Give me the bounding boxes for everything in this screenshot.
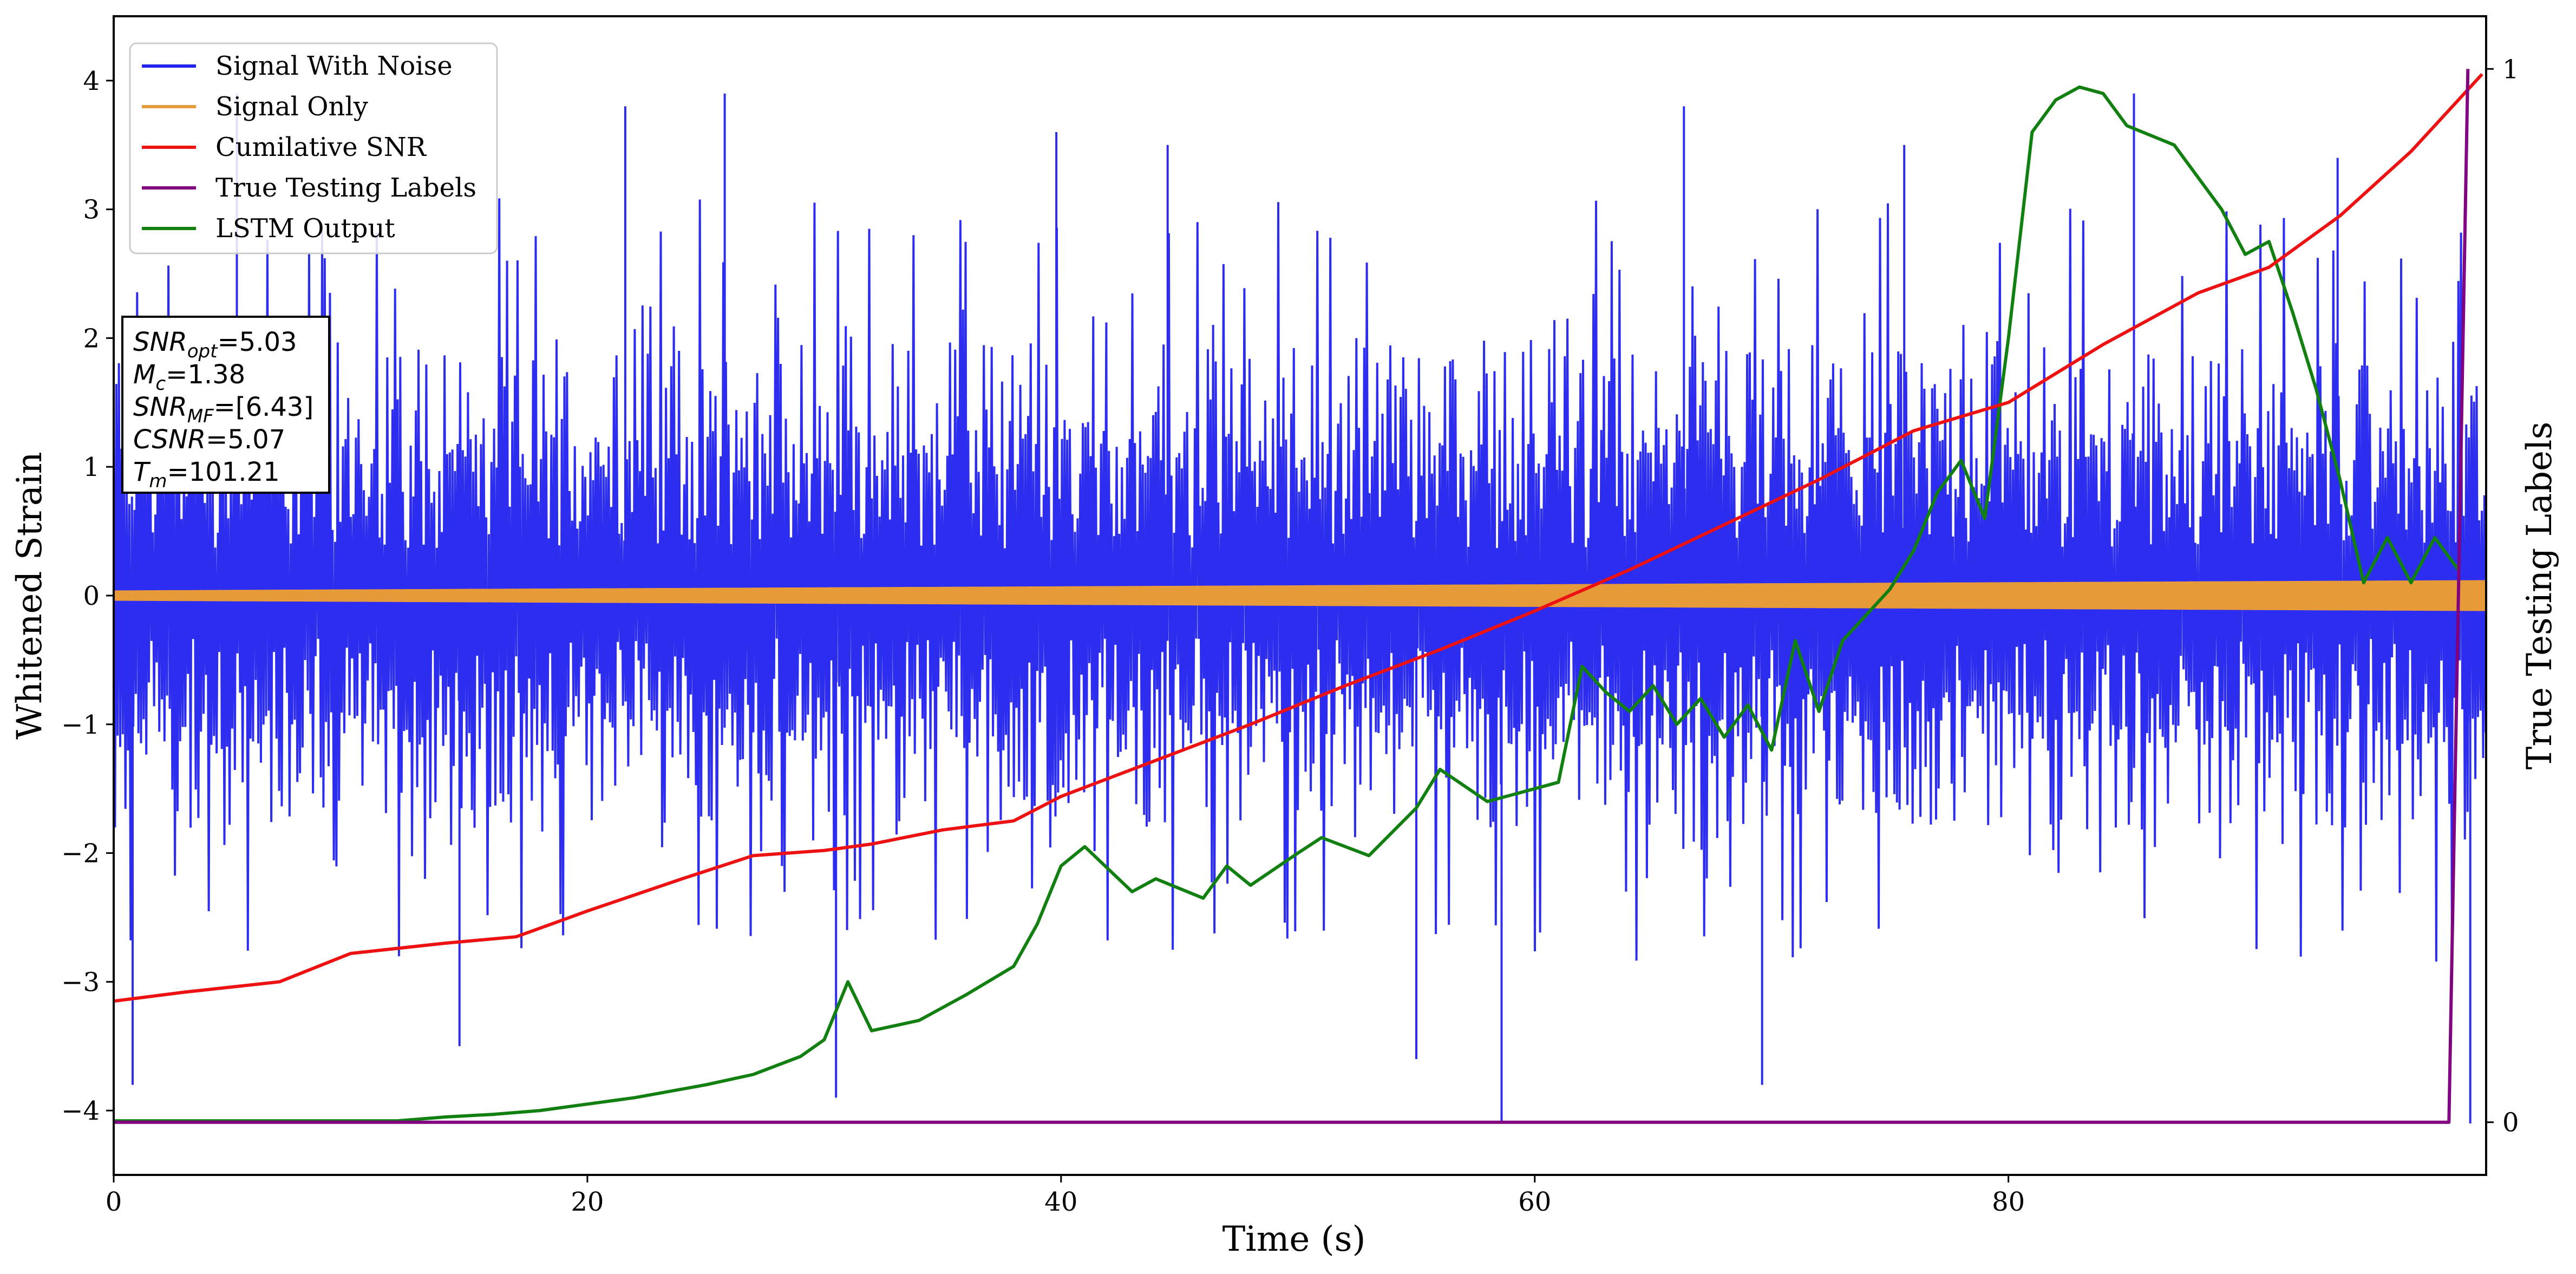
legend: Signal With Noise Signal Only Cumilative… — [129, 42, 498, 254]
y-tick-label: 2 — [83, 323, 100, 354]
y-tick-label: 0 — [83, 581, 100, 611]
y2-axis-title: True Testing Labels — [2520, 422, 2560, 770]
y-axis-left: −4 −3 −2 −1 0 1 2 3 4 — [61, 66, 114, 1126]
x-tick-label: 0 — [106, 1187, 122, 1217]
series-lstm-output — [114, 85, 2460, 1123]
y-tick-label: 3 — [83, 195, 100, 225]
y-tick-label: −3 — [61, 967, 100, 997]
y-tick-label: −1 — [61, 710, 100, 740]
series-signal-only — [114, 580, 2486, 611]
legend-label-signal-with-noise: Signal With Noise — [215, 51, 453, 81]
series-true-testing-labels — [114, 69, 2470, 1124]
legend-label-true-testing-labels: True Testing Labels — [215, 173, 476, 203]
parameter-line: SNRopt=5.03 — [133, 327, 297, 362]
legend-label-lstm-output: LSTM Output — [215, 213, 395, 244]
x-axis: 0 20 40 60 80 — [106, 1175, 2025, 1217]
parameter-box: SNRopt=5.03Mc=1.38SNRMF=[6.43]CSNR=5.07T… — [121, 316, 330, 494]
legend-box — [129, 42, 498, 254]
parameter-line: CSNR=5.07 — [133, 424, 285, 455]
x-tick-label: 40 — [1044, 1187, 1077, 1217]
y-tick-label: 4 — [83, 66, 100, 96]
y-tick-label: −2 — [61, 839, 100, 869]
y2-tick-label: 1 — [2502, 54, 2519, 84]
x-tick-label: 60 — [1518, 1187, 1551, 1217]
parameter-box-frame — [121, 316, 330, 494]
x-tick-label: 80 — [1992, 1187, 2025, 1217]
y2-tick-label: 0 — [2502, 1108, 2519, 1138]
series-cumulative-snr — [114, 73, 2483, 1003]
y-tick-label: −4 — [61, 1096, 100, 1126]
parameter-line: Mc=1.38 — [133, 360, 245, 395]
parameter-line: SNRMF=[6.43] — [133, 392, 313, 427]
y-tick-label: 1 — [83, 452, 100, 482]
legend-label-cumulative-snr: Cumilative SNR — [215, 132, 427, 162]
legend-label-signal-only: Signal Only — [215, 92, 368, 122]
plot-area — [114, 69, 2486, 1124]
parameter-line: Tm=101.21 — [133, 457, 280, 492]
x-axis-title: Time (s) — [1222, 1219, 1366, 1259]
x-tick-label: 20 — [571, 1187, 604, 1217]
y-axis-right: 01 — [2486, 54, 2519, 1138]
y-axis-title: Whitened Strain — [10, 452, 50, 739]
